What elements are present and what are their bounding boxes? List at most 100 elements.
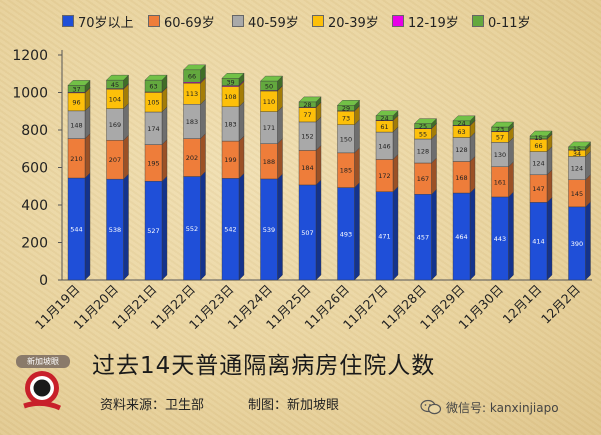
data-label: 145 <box>571 190 583 198</box>
data-label: 113 <box>186 90 198 98</box>
bar-side-60-69岁 <box>238 135 245 179</box>
data-label: 128 <box>455 146 467 154</box>
bar-side-60-69岁 <box>123 134 129 180</box>
data-label: 77 <box>303 111 311 119</box>
data-label: 199 <box>224 156 236 164</box>
bar-top-face <box>568 141 591 148</box>
data-label: 471 <box>378 232 390 240</box>
bar-side-70岁以上 <box>546 196 553 281</box>
bar-side-70岁以上 <box>508 191 514 281</box>
wechat-id: 微信号: kanxinjiapo <box>420 398 559 416</box>
bar-side-70岁以上 <box>392 186 399 281</box>
data-label: 167 <box>417 175 429 183</box>
data-label: 61 <box>380 123 388 131</box>
bar-side-70岁以上 <box>161 175 168 281</box>
data-label: 542 <box>224 226 236 234</box>
bar-side-60-69岁 <box>354 147 360 189</box>
bar-side-60-69岁 <box>315 144 322 186</box>
bar-top-face <box>529 130 553 137</box>
bar-side-70岁以上 <box>469 187 476 281</box>
data-label: 172 <box>378 172 390 180</box>
bar-side-60-69岁 <box>392 153 399 193</box>
x-tick-label: 12月2日 <box>538 282 583 327</box>
x-tick-label: 12月1日 <box>499 282 544 327</box>
bar-side-70岁以上 <box>238 172 245 281</box>
data-label: 150 <box>340 135 352 143</box>
bar-side-60-69岁 <box>277 138 283 180</box>
bar-stack: 538 207 169 104 45 <box>106 74 129 281</box>
bar-side-40-59岁 <box>354 119 360 154</box>
data-label: 207 <box>109 156 121 164</box>
data-label: 464 <box>455 233 467 241</box>
bar-side-60-69岁 <box>200 133 206 177</box>
bar-stack: 544 210 148 96 37 <box>67 79 91 281</box>
y-tick-label: 800 <box>21 123 48 139</box>
bar-side-60-69岁 <box>508 161 514 198</box>
bar-side-40-59岁 <box>315 116 322 151</box>
data-label: 493 <box>340 230 352 238</box>
legend-swatch <box>232 15 244 27</box>
data-label: 161 <box>494 178 506 186</box>
bar-side-40-59岁 <box>161 106 168 146</box>
bar-top-face <box>67 80 91 86</box>
data-label: 171 <box>263 124 275 132</box>
legend-label: 0-11岁 <box>488 15 531 31</box>
bar-side-40-59岁 <box>84 105 91 140</box>
data-label: 185 <box>340 167 352 175</box>
bar-side-40-59岁 <box>123 103 129 141</box>
y-tick-label: 600 <box>21 161 48 177</box>
data-label: 174 <box>147 125 159 133</box>
data-label: 108 <box>224 93 236 101</box>
data-label: 124 <box>571 165 583 173</box>
data-label: 544 <box>70 226 82 234</box>
data-label: 96 <box>72 98 80 106</box>
bar-side-60-69岁 <box>161 139 168 182</box>
legend-swatch <box>392 15 404 27</box>
wechat-text: 微信号: kanxinjiapo <box>446 400 559 415</box>
stacked-bar-chart: 020040060080010001200544210148963711月19日… <box>12 48 592 332</box>
bar-side-60-69岁 <box>84 133 91 179</box>
chart-legend: 70岁以上 60-69岁 40-59岁 20-39岁 12-19岁 0-11岁 <box>0 10 601 32</box>
bar-side-60-69岁 <box>469 156 476 194</box>
data-label: 414 <box>532 238 544 246</box>
bar-stack: 493 185 150 73 29 <box>337 99 360 281</box>
legend-item: 60-69岁 <box>148 10 215 32</box>
legend-label: 12-19岁 <box>408 15 459 31</box>
data-label: 63 <box>457 128 465 136</box>
data-label: 66 <box>188 73 196 81</box>
bar-top-face <box>337 100 360 106</box>
bar-stack: 542 199 183 108 39 <box>221 72 245 281</box>
data-label: 57 <box>496 134 504 142</box>
data-label: 63 <box>149 83 157 91</box>
data-label: 34 <box>573 150 581 158</box>
y-tick-label: 400 <box>21 198 48 214</box>
legend-label: 60-69岁 <box>164 15 215 31</box>
data-label: 210 <box>70 155 82 163</box>
bar-stack: 527 195 174 105 63 <box>144 74 168 281</box>
bar-side-40-59岁 <box>200 98 206 140</box>
chart-title: 过去14天普通隔离病房住院人数 <box>92 353 436 379</box>
data-label: 45 <box>111 81 119 89</box>
data-label: 130 <box>494 151 506 159</box>
bar-stack: 507 184 152 77 28 <box>298 96 322 281</box>
source-label: 资料来源：卫生部 <box>100 398 205 413</box>
bar-top-face <box>452 115 476 122</box>
bar-side-40-59岁 <box>277 106 283 145</box>
bar-side-60-69岁 <box>546 169 553 203</box>
data-label: 73 <box>342 114 350 122</box>
data-label: 202 <box>186 154 198 162</box>
data-label: 507 <box>301 229 313 237</box>
legend-swatch <box>62 15 74 27</box>
data-label: 15 <box>573 145 581 153</box>
bar-side-70岁以上 <box>354 182 360 281</box>
data-label: 105 <box>147 99 159 107</box>
data-label: 128 <box>417 148 429 156</box>
bar-top-face <box>375 110 399 116</box>
data-label: 104 <box>109 95 121 103</box>
y-tick-label: 1000 <box>12 86 48 102</box>
data-label: 37 <box>72 85 80 93</box>
